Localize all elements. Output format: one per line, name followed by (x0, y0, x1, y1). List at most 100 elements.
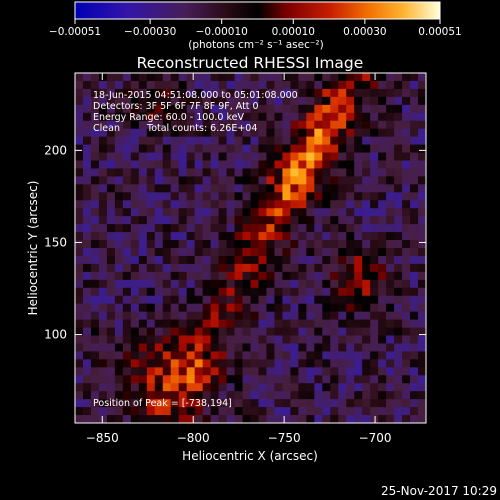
heatmap-cell (170, 271, 180, 281)
heatmap-cell (378, 303, 387, 313)
heatmap-cell (90, 160, 100, 170)
footer-date: 25-Nov-2017 10:29 (381, 484, 497, 498)
heatmap-cell (402, 255, 411, 265)
heatmap-cell (402, 359, 411, 368)
heatmap-cell (354, 216, 363, 225)
heatmap-cell (266, 192, 276, 201)
heatmap-cell (258, 375, 268, 384)
heatmap-cell (402, 73, 411, 82)
heatmap-cell (170, 200, 180, 209)
heatmap-cell (146, 391, 156, 400)
heatmap-cell (354, 168, 363, 177)
heatmap-cell (234, 136, 244, 146)
heatmap-cell (162, 208, 172, 217)
heatmap-cell (210, 263, 220, 273)
heatmap-cell (162, 240, 172, 249)
heatmap-cell (226, 224, 236, 233)
heatmap-cell (178, 152, 188, 162)
heatmap-cell (330, 120, 339, 130)
heatmap-cell (386, 351, 395, 360)
heatmap-cell (242, 208, 252, 217)
heatmap-cell (362, 128, 371, 138)
heatmap-cell (266, 152, 276, 162)
heatmap-cell (386, 168, 395, 177)
heatmap-cell (178, 367, 188, 376)
heatmap-cell (362, 224, 371, 233)
heatmap-cell (394, 303, 403, 313)
heatmap-cell (226, 263, 236, 273)
heatmap-cell (306, 104, 315, 114)
heatmap-cell (402, 192, 411, 201)
heatmap-cell (378, 255, 387, 265)
heatmap-cell (138, 184, 148, 193)
heatmap-cell (274, 375, 284, 384)
heatmap-cell (122, 200, 132, 209)
heatmap-cell (282, 327, 291, 337)
heatmap-cell (154, 200, 164, 209)
heatmap-cell (75, 144, 84, 154)
heatmap-cell (154, 351, 164, 360)
heatmap-cell (418, 192, 426, 201)
heatmap-cell (234, 144, 244, 154)
heatmap-cell (242, 391, 252, 400)
heatmap-cell (410, 311, 419, 321)
heatmap-cell (90, 136, 100, 146)
colorbar-ticks: −0.00051 −0.00030 −0.00010 0.00010 0.00030 0.… (49, 19, 462, 38)
heatmap-cell (75, 208, 84, 217)
heatmap-cell (242, 271, 252, 281)
heatmap-cell (258, 303, 268, 313)
heatmap-cell (234, 279, 244, 289)
heatmap-cell (338, 104, 347, 114)
colorbar-tick-label: 0.00010 (272, 26, 315, 38)
heatmap-cell (282, 240, 291, 249)
heatmap-cell (98, 359, 108, 368)
heatmap-cell (154, 391, 164, 400)
heatmap-cell (330, 144, 339, 154)
heatmap-cell (226, 80, 236, 90)
heatmap-cell (130, 279, 140, 289)
heatmap-cell (194, 192, 204, 201)
heatmap-cell (282, 343, 291, 352)
heatmap-cell (306, 88, 315, 98)
heatmap-cell (322, 80, 331, 90)
heatmap-cell (418, 208, 426, 217)
heatmap-cell (210, 407, 220, 416)
heatmap-cell (146, 255, 156, 265)
heatmap-cell (322, 232, 331, 241)
heatmap-cell (258, 184, 268, 193)
heatmap-cell (106, 152, 116, 162)
heatmap-cell (394, 271, 403, 281)
heatmap-cell (306, 136, 315, 146)
heatmap-cell (306, 96, 315, 106)
heatmap-cell (322, 96, 331, 106)
heatmap-cell (354, 351, 363, 360)
heatmap-cell (122, 88, 132, 98)
heatmap-cell (234, 184, 244, 193)
heatmap-cell (210, 335, 220, 345)
heatmap-cell (90, 232, 100, 241)
heatmap-cell (154, 80, 164, 90)
heatmap-cell (282, 295, 291, 305)
heatmap-cell (298, 415, 307, 423)
heatmap-cell (154, 208, 164, 217)
heatmap-cell (410, 96, 419, 106)
heatmap-cell (378, 279, 387, 289)
heatmap-cell (178, 279, 188, 289)
heatmap-cell (90, 343, 100, 352)
heatmap-cell (298, 224, 307, 233)
heatmap-cell (330, 184, 339, 193)
heatmap-cell (98, 240, 108, 249)
heatmap-cell (210, 184, 220, 193)
colorbar-tick-label: 0.00030 (343, 26, 386, 38)
heatmap (75, 73, 426, 423)
heatmap-cell (106, 263, 116, 273)
heatmap-cell (394, 232, 403, 241)
heatmap-cell (75, 128, 84, 138)
heatmap-cell (274, 391, 284, 400)
heatmap-cell (138, 303, 148, 313)
heatmap-cell (354, 112, 363, 122)
heatmap-cell (274, 383, 284, 392)
heatmap-cell (114, 263, 124, 273)
heatmap-cell (346, 73, 355, 82)
heatmap-cell (258, 279, 268, 289)
